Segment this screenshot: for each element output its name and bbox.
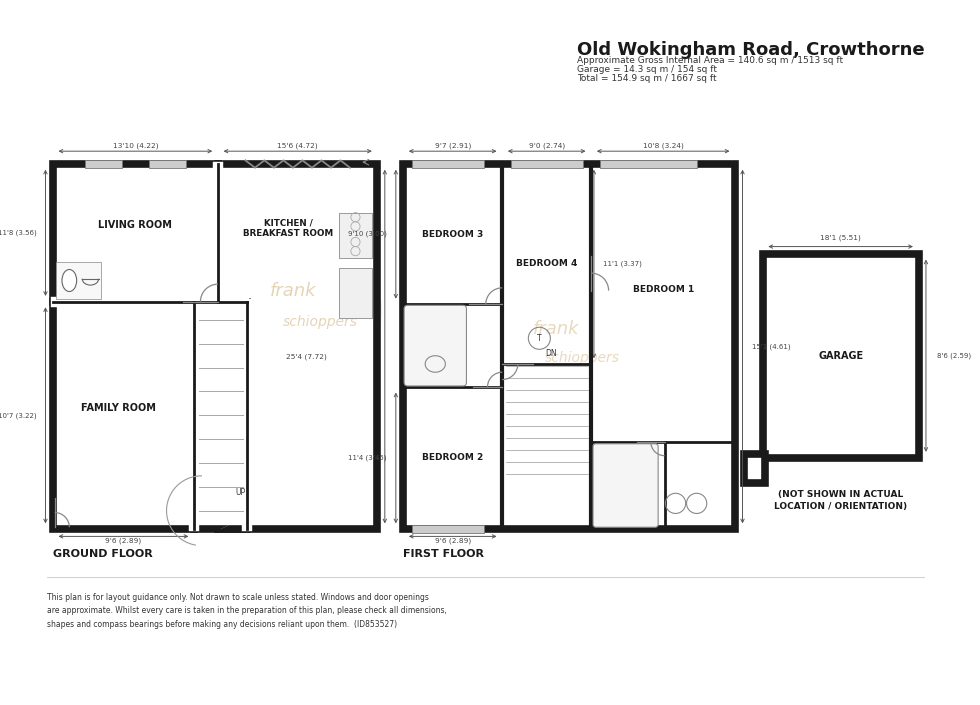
- Bar: [56, 262, 101, 299]
- Text: 18'1 (5.51): 18'1 (5.51): [820, 234, 861, 240]
- Text: KITCHEN /
BREAKFAST ROOM: KITCHEN / BREAKFAST ROOM: [243, 219, 333, 238]
- Text: 15'6 (4.72): 15'6 (4.72): [277, 142, 318, 149]
- Bar: [149, 160, 186, 168]
- Text: BEDROOM 4: BEDROOM 4: [516, 259, 577, 269]
- Text: GROUND FLOOR: GROUND FLOOR: [53, 549, 153, 559]
- FancyBboxPatch shape: [593, 443, 659, 527]
- Text: 9'7 (2.91): 9'7 (2.91): [434, 142, 470, 149]
- Bar: [403, 164, 735, 529]
- Text: 9'10 (3.00): 9'10 (3.00): [348, 231, 387, 238]
- Text: UP: UP: [235, 488, 245, 497]
- Text: frank: frank: [533, 320, 579, 338]
- Text: 9'0 (2.74): 9'0 (2.74): [528, 142, 564, 149]
- Bar: [53, 164, 218, 302]
- Text: Approximate Gross Internal Area = 140.6 sq m / 1513 sq ft: Approximate Gross Internal Area = 140.6 …: [577, 56, 844, 65]
- Text: BEDROOM 1: BEDROOM 1: [632, 285, 694, 294]
- Text: frank: frank: [270, 281, 317, 300]
- Bar: [413, 525, 484, 533]
- Text: 15'1 (4.61): 15'1 (4.61): [752, 343, 790, 350]
- Text: 10'8 (3.24): 10'8 (3.24): [643, 142, 684, 149]
- Bar: [218, 164, 377, 529]
- Text: This plan is for layout guidance only. Not drawn to scale unless stated. Windows: This plan is for layout guidance only. N…: [47, 593, 447, 629]
- Text: T: T: [537, 333, 542, 343]
- Text: FAMILY ROOM: FAMILY ROOM: [81, 403, 156, 413]
- Bar: [601, 160, 697, 168]
- Text: LIVING ROOM: LIVING ROOM: [98, 221, 172, 231]
- Bar: [339, 213, 372, 259]
- Bar: [85, 160, 122, 168]
- Text: 10'7 (3.22): 10'7 (3.22): [0, 412, 36, 419]
- Bar: [339, 268, 372, 318]
- Text: 11'8 (3.56): 11'8 (3.56): [0, 230, 36, 236]
- Text: (NOT SHOWN IN ACTUAL
LOCATION / ORIENTATION): (NOT SHOWN IN ACTUAL LOCATION / ORIENTAT…: [774, 489, 907, 511]
- Circle shape: [220, 230, 381, 391]
- Ellipse shape: [62, 269, 76, 291]
- Text: Old Wokingham Road, Crowthorne: Old Wokingham Road, Crowthorne: [577, 41, 925, 59]
- Bar: [512, 160, 583, 168]
- Text: 13'10 (4.22): 13'10 (4.22): [113, 142, 158, 149]
- Bar: [194, 302, 247, 529]
- Text: 9'6 (2.89): 9'6 (2.89): [434, 538, 470, 544]
- Text: schioppers: schioppers: [283, 314, 358, 329]
- Bar: [53, 302, 194, 529]
- Text: 9'6 (2.89): 9'6 (2.89): [105, 538, 141, 544]
- Text: BEDROOM 3: BEDROOM 3: [422, 230, 483, 239]
- Text: FIRST FLOOR: FIRST FLOOR: [403, 549, 484, 559]
- Bar: [413, 160, 484, 168]
- Text: 8'6 (2.59): 8'6 (2.59): [937, 352, 971, 359]
- Text: BEDROOM 2: BEDROOM 2: [422, 453, 483, 462]
- Text: schioppers: schioppers: [545, 352, 619, 365]
- FancyBboxPatch shape: [404, 305, 466, 386]
- Text: 25'4 (7.72): 25'4 (7.72): [286, 353, 327, 360]
- Text: Total = 154.9 sq m / 1667 sq ft: Total = 154.9 sq m / 1667 sq ft: [577, 74, 717, 83]
- Text: GARAGE: GARAGE: [818, 350, 863, 361]
- Bar: [745, 454, 764, 483]
- Text: 11'1 (3.37): 11'1 (3.37): [603, 261, 642, 267]
- Text: Garage = 14.3 sq m / 154 sq ft: Garage = 14.3 sq m / 154 sq ft: [577, 65, 717, 74]
- Circle shape: [483, 266, 645, 428]
- Text: DN: DN: [546, 350, 557, 358]
- Text: 11'4 (3.45): 11'4 (3.45): [348, 455, 387, 461]
- Bar: [762, 254, 918, 458]
